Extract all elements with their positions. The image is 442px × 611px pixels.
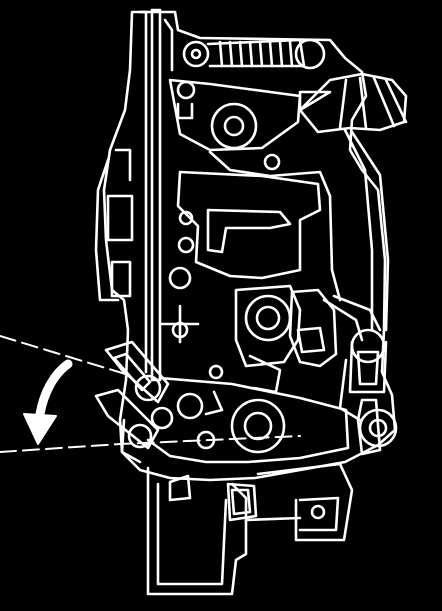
bottom-housing bbox=[146, 462, 354, 596]
rotation-reference-lines bbox=[0, 335, 301, 453]
spring-icon bbox=[182, 38, 326, 70]
pawl-assembly bbox=[160, 266, 302, 394]
housing-plate bbox=[94, 10, 397, 482]
cable-sleeve bbox=[298, 72, 408, 134]
lower-pivot-plate bbox=[146, 376, 350, 464]
swing-lever bbox=[94, 340, 170, 464]
left-brackets bbox=[106, 148, 134, 298]
link-bar bbox=[288, 288, 388, 394]
center-cam bbox=[176, 170, 322, 280]
right-side-plate bbox=[263, 128, 390, 332]
rotation-arrow-icon bbox=[23, 359, 73, 445]
upper-lever bbox=[168, 78, 332, 198]
vertical-rod bbox=[138, 8, 174, 382]
